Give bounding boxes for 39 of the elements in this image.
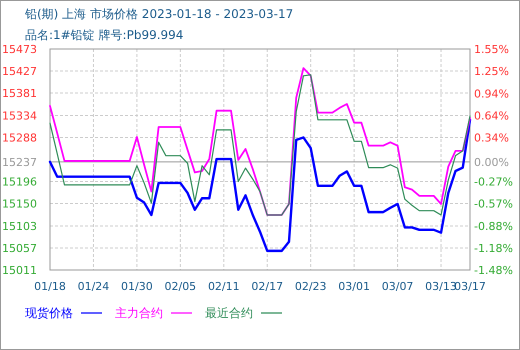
x-tick-label: 01/24 [78, 280, 110, 293]
x-tick-label: 03/13 [425, 280, 457, 293]
y2-tick-label: 0.34% [474, 131, 509, 144]
y2-tick-label: -1.48% [474, 264, 513, 277]
legend-label: 主力合约 [115, 306, 163, 320]
x-tick-label: 02/23 [294, 280, 327, 293]
y-tick-label: 15196 [2, 176, 37, 189]
y2-tick-label: 0.00% [474, 156, 509, 170]
y2-tick-label: 0.94% [474, 87, 509, 100]
y-tick-label: 15473 [2, 43, 37, 56]
y2-tick-label: 1.25% [474, 64, 509, 78]
x-tick-label: 02/11 [208, 280, 240, 293]
y-tick-label: 15237 [2, 156, 37, 169]
x-tick-label: 01/18 [34, 280, 66, 293]
y-tick-label: 15011 [2, 264, 37, 277]
y-tick-label: 15334 [2, 109, 37, 122]
y-tick-label: 15057 [2, 242, 37, 255]
chart-title: 铅(期) 上海 市场价格 2023-01-18 - 2023-03-17 [24, 7, 294, 21]
y2-tick-label: -0.27% [474, 176, 513, 189]
legend-label: 最近合约 [205, 306, 253, 320]
y-tick-label: 15427 [2, 65, 37, 78]
y2-tick-label: -0.88% [474, 220, 513, 234]
x-tick-label: 03/01 [338, 280, 370, 293]
y-tick-label: 15150 [2, 198, 37, 211]
y2-tick-label: -0.57% [474, 198, 513, 211]
y2-tick-label: -1.18% [474, 242, 513, 256]
line-series [48, 118, 472, 252]
y-tick-label: 15288 [2, 131, 37, 144]
legend-label: 现货价格 [25, 306, 73, 320]
y-tick-label: 15103 [2, 220, 37, 233]
chart-subtitle: 品名:1#铅锭 牌号:Pb99.994 [25, 28, 184, 42]
y-tick-label: 15381 [2, 87, 37, 100]
y2-tick-label: 1.55% [474, 43, 509, 56]
x-tick-label: 02/05 [164, 280, 196, 293]
y2-tick-label: 0.64% [474, 109, 509, 122]
x-tick-label: 01/30 [121, 280, 153, 293]
x-tick-label: 03/17 [454, 280, 486, 293]
x-tick-label: 03/07 [382, 280, 414, 293]
x-tick-label: 02/17 [251, 280, 284, 293]
